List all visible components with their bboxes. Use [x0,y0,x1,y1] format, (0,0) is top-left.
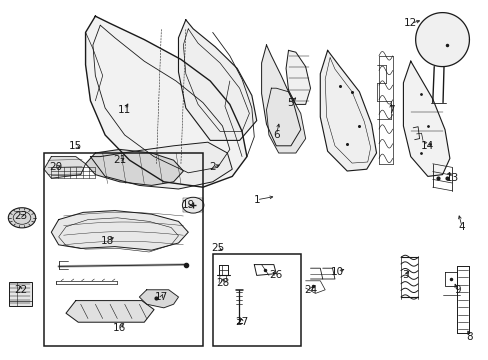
Text: 19: 19 [181,200,195,210]
Polygon shape [66,301,154,322]
Text: 17: 17 [154,292,168,302]
Polygon shape [285,50,310,104]
Text: 12: 12 [403,18,417,28]
Polygon shape [51,211,188,250]
Text: 11: 11 [118,105,131,115]
Text: 10: 10 [330,267,343,277]
Polygon shape [178,20,256,140]
Text: 6: 6 [272,130,279,140]
Text: 3: 3 [402,270,408,280]
Polygon shape [139,290,178,308]
Text: 9: 9 [453,285,460,295]
Text: 8: 8 [465,332,472,342]
Text: 28: 28 [215,278,229,288]
Bar [44,153,203,346]
Text: 15: 15 [69,141,82,151]
Polygon shape [261,45,300,146]
Polygon shape [85,149,183,185]
Polygon shape [90,142,232,189]
Text: 20: 20 [50,162,62,172]
Text: 21: 21 [113,155,126,165]
Text: 2: 2 [209,162,216,172]
Text: 7: 7 [387,105,394,115]
Polygon shape [44,157,85,178]
Text: 25: 25 [210,243,224,253]
Polygon shape [320,50,376,171]
Text: 27: 27 [235,317,248,327]
Text: 22: 22 [14,285,27,295]
Text: 4: 4 [458,222,465,232]
Polygon shape [403,61,449,176]
Text: 5: 5 [287,98,294,108]
Text: 16: 16 [113,323,126,333]
Polygon shape [415,13,468,67]
Circle shape [182,197,203,213]
Circle shape [8,208,36,228]
Text: 24: 24 [303,285,317,295]
Text: 13: 13 [445,173,458,183]
Text: 26: 26 [269,270,283,280]
Text: 18: 18 [101,236,114,246]
Text: 1: 1 [253,195,260,205]
Text: 23: 23 [14,211,27,221]
Bar [9,282,32,306]
Polygon shape [85,16,246,187]
Text: 14: 14 [420,141,434,151]
Bar [212,254,300,346]
Polygon shape [266,88,305,153]
